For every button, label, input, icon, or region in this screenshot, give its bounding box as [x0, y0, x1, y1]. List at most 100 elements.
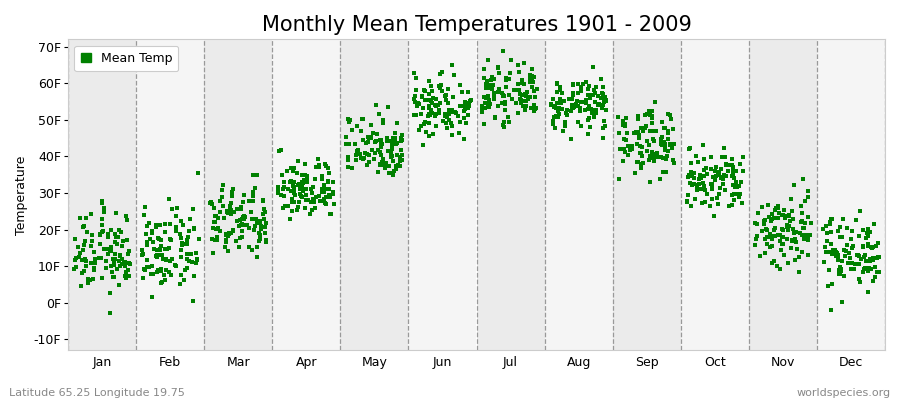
Point	[314, 176, 328, 182]
Point	[783, 217, 797, 224]
Point	[692, 176, 706, 182]
Point	[185, 206, 200, 212]
Point	[529, 104, 544, 111]
Point	[317, 196, 331, 202]
Point	[365, 130, 380, 136]
Point	[757, 236, 771, 242]
Point	[726, 164, 741, 170]
Bar	[544, 39, 613, 350]
Point	[422, 91, 436, 98]
Point	[611, 114, 625, 120]
Point	[155, 252, 169, 258]
Point	[654, 137, 669, 144]
Point	[165, 256, 179, 262]
Point	[765, 211, 779, 217]
Point	[634, 165, 648, 172]
Point	[582, 103, 597, 109]
Point	[292, 186, 307, 193]
Point	[784, 245, 798, 252]
Point	[661, 130, 675, 136]
Point	[256, 210, 271, 217]
Point	[424, 107, 438, 114]
Text: worldspecies.org: worldspecies.org	[796, 388, 891, 398]
Point	[823, 218, 837, 225]
Point	[524, 75, 538, 82]
Point	[632, 135, 646, 142]
Point	[658, 141, 672, 147]
Point	[96, 205, 111, 211]
Point	[840, 225, 854, 231]
Point	[211, 234, 225, 240]
Point	[796, 236, 811, 242]
Point	[697, 167, 711, 174]
Point	[658, 146, 672, 153]
Point	[616, 146, 631, 152]
Point	[223, 207, 238, 213]
Point	[621, 152, 635, 158]
Point	[326, 189, 340, 195]
Point	[374, 143, 389, 150]
Point	[708, 164, 723, 170]
Point	[779, 222, 794, 228]
Point	[76, 223, 91, 229]
Point	[422, 132, 436, 139]
Point	[694, 174, 708, 181]
Point	[190, 257, 204, 264]
Point	[219, 239, 233, 245]
Point	[234, 206, 248, 212]
Point	[852, 260, 867, 267]
Point	[625, 145, 639, 151]
Point	[599, 106, 614, 113]
Point	[554, 96, 568, 102]
Point	[287, 199, 302, 206]
Point	[291, 182, 305, 188]
Point	[706, 213, 721, 219]
Point	[351, 146, 365, 153]
Point	[592, 101, 607, 107]
Point	[817, 244, 832, 251]
Point	[711, 172, 725, 178]
Point	[640, 110, 654, 117]
Point	[380, 135, 394, 141]
Point	[442, 111, 456, 118]
Point	[418, 118, 432, 125]
Point	[76, 224, 90, 230]
Point	[168, 263, 183, 269]
Point	[698, 198, 713, 205]
Point	[291, 204, 305, 210]
Point	[863, 255, 878, 262]
Point	[140, 223, 155, 230]
Point	[619, 115, 634, 122]
Point	[765, 236, 779, 242]
Point	[491, 70, 506, 76]
Point	[85, 232, 99, 238]
Point	[557, 119, 572, 126]
Point	[771, 232, 786, 238]
Point	[861, 231, 876, 238]
Point	[556, 128, 571, 135]
Point	[655, 154, 670, 161]
Point	[359, 140, 374, 147]
Point	[625, 143, 639, 150]
Point	[837, 273, 851, 279]
Point	[233, 217, 248, 223]
Point	[435, 88, 449, 94]
Point	[315, 189, 329, 195]
Point	[386, 158, 400, 164]
Point	[226, 228, 240, 235]
Point	[662, 148, 676, 154]
Point	[511, 62, 526, 68]
Point	[72, 250, 86, 256]
Point	[775, 234, 789, 240]
Point	[410, 103, 424, 110]
Point	[407, 96, 421, 102]
Point	[105, 256, 120, 262]
Point	[145, 294, 159, 300]
Point	[149, 224, 164, 230]
Point	[428, 96, 443, 102]
Point	[297, 160, 311, 167]
Point	[104, 263, 118, 270]
Point	[772, 265, 787, 272]
Point	[619, 130, 634, 136]
Point	[788, 236, 802, 242]
